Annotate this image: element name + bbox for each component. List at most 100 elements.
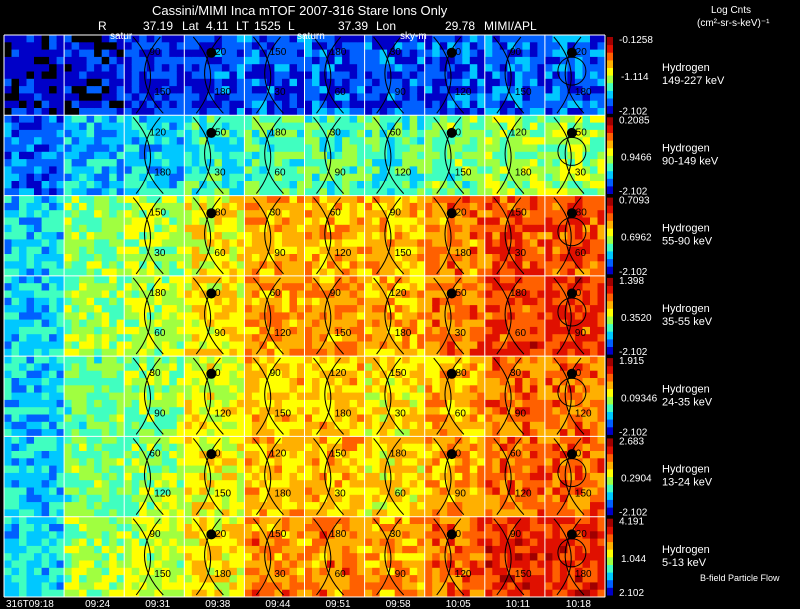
- heatmap-cell: [424, 78, 433, 87]
- heatmap-cell: [4, 356, 12, 364]
- heatmap-cell: [79, 363, 88, 372]
- heatmap-cell: [131, 64, 140, 72]
- lt-label: LT: [236, 19, 250, 33]
- heatmap-cell: [590, 407, 598, 415]
- heatmap-cell: [297, 159, 305, 167]
- heatmap-cell: [514, 71, 523, 80]
- heatmap-cell: [537, 268, 546, 277]
- heatmap-cell: [319, 305, 328, 313]
- heatmap-cell: [417, 363, 426, 372]
- heatmap-cell: [282, 429, 290, 437]
- heatmap-cell: [4, 494, 12, 503]
- heatmap-cell: [297, 392, 305, 401]
- heatmap-cell: [447, 385, 456, 394]
- heatmap-cell: [26, 348, 35, 357]
- heatmap-cell: [101, 202, 110, 211]
- heatmap-cell: [259, 465, 268, 474]
- heatmap-cell: [439, 429, 448, 437]
- heatmap-cell: [131, 392, 140, 401]
- heatmap-cell: [387, 502, 396, 510]
- heatmap-cell: [169, 399, 178, 408]
- heatmap-cell: [4, 297, 12, 306]
- heatmap-cell: [379, 108, 388, 116]
- heatmap-cell: [372, 232, 381, 240]
- heatmap-cell: [251, 297, 260, 306]
- heatmap-cell: [454, 64, 463, 72]
- heatmap-cell: [529, 254, 538, 262]
- heatmap-cell: [297, 356, 305, 364]
- heatmap-cell: [289, 108, 298, 116]
- heatmap-cell: [221, 407, 230, 415]
- heatmap-cell: [357, 202, 366, 211]
- heatmap-cell: [469, 297, 478, 306]
- heatmap-cell: [304, 261, 313, 270]
- heatmap-cell: [11, 326, 20, 335]
- heatmap-cell: [477, 268, 486, 277]
- heatmap-cell: [251, 71, 260, 80]
- heatmap-cell: [26, 297, 35, 306]
- heatmap-cell: [387, 348, 396, 357]
- heatmap-cell: [266, 159, 275, 167]
- heatmap-cell: [49, 385, 58, 394]
- heatmap-cell: [169, 232, 178, 240]
- heatmap-cell: [462, 108, 471, 116]
- heatmap-cell: [327, 159, 335, 167]
- heatmap-cell: [139, 385, 148, 394]
- heatmap-cell: [71, 356, 80, 364]
- heatmap-cell: [477, 42, 486, 51]
- heatmap-cell: [199, 385, 208, 394]
- heatmap-cell: [364, 137, 373, 145]
- heatmap-cell: [597, 312, 606, 321]
- heatmap-cell: [251, 122, 260, 131]
- heatmap-cell: [34, 443, 42, 452]
- heatmap-cell: [19, 254, 27, 262]
- heatmap-cell: [537, 370, 546, 379]
- heatmap-cell: [297, 283, 305, 291]
- heatmap-cell: [79, 290, 88, 299]
- heatmap-cell: [409, 312, 418, 321]
- heatmap-cell: [139, 436, 148, 445]
- heatmap-cell: [334, 334, 343, 342]
- heatmap-cell: [221, 151, 230, 160]
- heatmap-cell: [582, 56, 591, 65]
- heatmap-cell: [236, 261, 245, 270]
- heatmap-cell: [484, 108, 493, 116]
- heatmap-cell: [319, 297, 328, 306]
- heatmap-cell: [387, 363, 396, 372]
- heatmap-cell: [447, 348, 456, 357]
- heatmap-cell: [312, 297, 320, 306]
- heatmap-cell: [71, 188, 80, 197]
- heatmap-cell: [206, 181, 215, 189]
- heatmap-cell: [169, 49, 178, 58]
- heatmap-cell: [402, 86, 411, 94]
- heatmap-cell: [454, 392, 463, 401]
- heatmap-cell: [477, 341, 486, 350]
- heatmap-cell: [544, 151, 553, 160]
- heatmap-cell: [499, 283, 508, 291]
- heatmap-cell: [484, 217, 493, 226]
- heatmap-cell: [372, 217, 381, 226]
- heatmap-cell: [409, 56, 418, 65]
- heatmap-cell: [26, 305, 35, 313]
- heatmap-cell: [357, 385, 366, 394]
- heatmap-cell: [154, 254, 163, 262]
- heatmap-cell: [567, 407, 576, 415]
- heatmap-cell: [154, 42, 163, 51]
- heatmap-cell: [469, 129, 478, 138]
- heatmap-cell: [552, 188, 561, 197]
- heatmap-cell: [544, 202, 553, 211]
- heatmap-cell: [139, 458, 148, 467]
- heatmap-cell: [439, 363, 448, 372]
- heatmap-cell: [447, 217, 456, 226]
- heatmap-cell: [11, 487, 20, 496]
- heatmap-cell: [349, 472, 358, 481]
- heatmap-cell: [71, 166, 80, 175]
- heatmap-cell: [507, 115, 516, 124]
- heatmap-cell: [424, 71, 433, 80]
- heatmap-cell: [507, 370, 516, 379]
- heatmap-cell: [139, 166, 148, 175]
- heatmap-cell: [101, 239, 110, 248]
- heatmap-cell: [251, 341, 260, 350]
- heatmap-cell: [64, 181, 73, 189]
- heatmap-cell: [206, 356, 215, 364]
